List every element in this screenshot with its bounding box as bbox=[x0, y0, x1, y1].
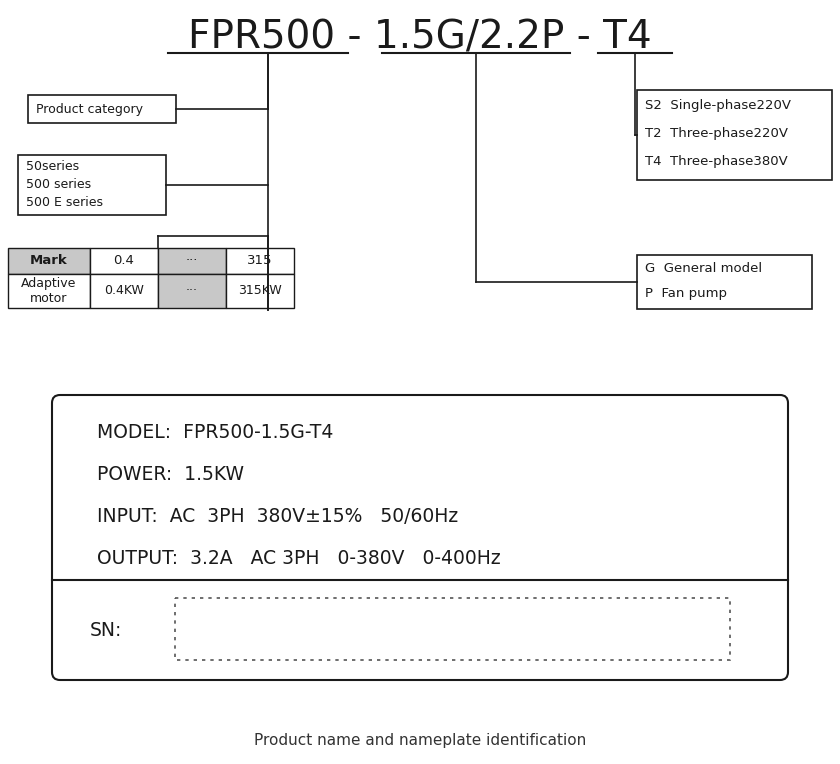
Text: ···: ··· bbox=[186, 254, 198, 267]
FancyBboxPatch shape bbox=[52, 395, 788, 680]
Text: Product category: Product category bbox=[36, 102, 143, 115]
Text: 50series: 50series bbox=[26, 160, 79, 173]
Bar bbox=[158, 274, 226, 308]
Text: T2  Three-phase220V: T2 Three-phase220V bbox=[645, 128, 788, 141]
Text: G  General model: G General model bbox=[645, 263, 762, 276]
Text: Mark: Mark bbox=[30, 254, 68, 267]
Text: 0.4KW: 0.4KW bbox=[104, 284, 144, 297]
Bar bbox=[637, 255, 812, 309]
Text: 315: 315 bbox=[247, 254, 273, 267]
Bar bbox=[90, 248, 158, 274]
Text: 500 E series: 500 E series bbox=[26, 196, 103, 209]
Bar bbox=[226, 248, 294, 274]
Text: ···: ··· bbox=[186, 284, 198, 297]
Text: Adaptive
motor: Adaptive motor bbox=[21, 277, 76, 305]
Text: 315KW: 315KW bbox=[238, 284, 282, 297]
Text: INPUT:  AC  3PH  380V±15%   50/60Hz: INPUT: AC 3PH 380V±15% 50/60Hz bbox=[97, 507, 458, 526]
Text: T4  Three-phase380V: T4 Three-phase380V bbox=[645, 156, 788, 169]
Text: POWER:  1.5KW: POWER: 1.5KW bbox=[97, 465, 244, 484]
Bar bbox=[175, 598, 730, 660]
Text: P  Fan pump: P Fan pump bbox=[645, 286, 727, 299]
Text: Product name and nameplate identification: Product name and nameplate identificatio… bbox=[254, 733, 586, 747]
Text: FPR500 - 1.5G/2.2P - T4: FPR500 - 1.5G/2.2P - T4 bbox=[188, 19, 652, 57]
Bar bbox=[637, 90, 832, 180]
Text: OUTPUT:  3.2A   AC 3PH   0-380V   0-400Hz: OUTPUT: 3.2A AC 3PH 0-380V 0-400Hz bbox=[97, 549, 501, 568]
Bar bbox=[28, 95, 176, 123]
Bar bbox=[158, 248, 226, 274]
Text: MODEL:  FPR500-1.5G-T4: MODEL: FPR500-1.5G-T4 bbox=[97, 423, 333, 442]
Bar bbox=[226, 274, 294, 308]
Bar bbox=[8, 248, 90, 274]
Text: 500 series: 500 series bbox=[26, 179, 91, 192]
Bar bbox=[8, 274, 90, 308]
Text: S2  Single-phase220V: S2 Single-phase220V bbox=[645, 99, 791, 112]
Bar bbox=[90, 274, 158, 308]
Bar bbox=[18, 155, 166, 215]
Text: SN:: SN: bbox=[90, 620, 123, 639]
Text: 0.4: 0.4 bbox=[113, 254, 134, 267]
